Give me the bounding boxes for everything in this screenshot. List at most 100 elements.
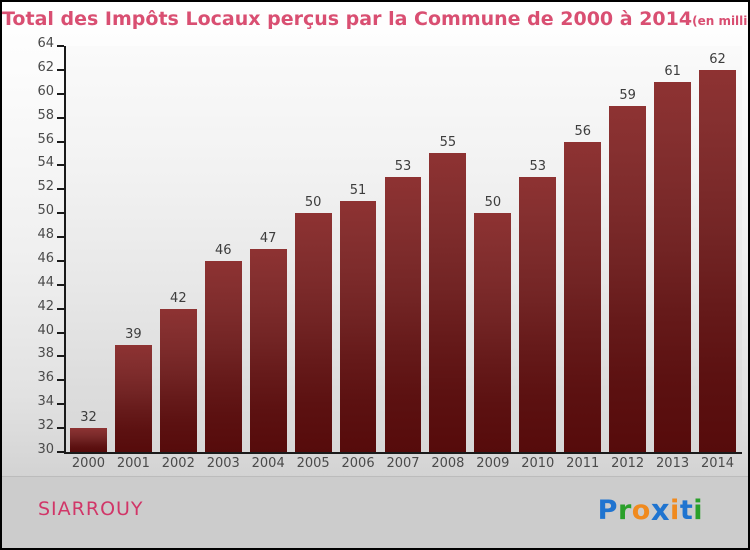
bar[interactable]	[429, 153, 467, 452]
bar[interactable]	[249, 249, 287, 452]
chart-title: Total des Impôts Locaux perçus par la Co…	[2, 8, 693, 30]
y-axis-tick-label: 48	[37, 227, 54, 243]
proxiti-logo[interactable]: Proxiti	[598, 492, 703, 528]
y-axis-tick-label: 64	[37, 36, 54, 51]
x-axis-tick-label: 2004	[251, 456, 285, 471]
y-axis-tick-mark	[57, 188, 64, 191]
x-axis-tick-label: 2003	[206, 456, 240, 471]
bar-slot: 55	[425, 46, 470, 452]
logo-letter: r	[617, 495, 632, 526]
bar[interactable]	[294, 213, 332, 452]
bar-slot: 53	[381, 46, 426, 452]
bar-value-label: 56	[574, 123, 591, 139]
bar-value-label: 42	[170, 290, 187, 306]
bar[interactable]	[204, 260, 242, 452]
bar-slot: 50	[291, 46, 336, 452]
bar-value-label: 55	[439, 135, 457, 151]
x-axis-tick-label: 2013	[656, 456, 690, 471]
y-axis-tick-mark	[57, 68, 64, 71]
y-axis-tick-mark	[57, 212, 64, 215]
bar-value-label: 39	[125, 326, 142, 342]
bar[interactable]	[339, 201, 377, 452]
x-axis-tick-label: 2008	[431, 456, 465, 471]
bar[interactable]	[519, 177, 557, 452]
bar[interactable]	[564, 141, 602, 452]
y-axis-tick-label: 40	[37, 322, 54, 338]
bar-slot: 62	[695, 46, 740, 452]
y-axis-tick-mark	[57, 331, 64, 334]
y-axis-tick-mark	[57, 92, 64, 95]
y-axis-tick-label: 56	[37, 131, 54, 147]
bar[interactable]	[114, 344, 152, 452]
y-axis-tick-label: 50	[37, 203, 54, 219]
x-axis-tick-label: 2000	[71, 456, 105, 471]
y-axis-tick-label: 38	[37, 346, 54, 362]
footer: SIARROUY Proxiti	[2, 476, 748, 548]
y-axis-tick-mark	[57, 259, 64, 262]
bar-slot: 32	[66, 46, 111, 452]
y-axis-tick-label: 36	[37, 370, 54, 386]
bar-value-label: 59	[619, 87, 636, 103]
bar-slot: 53	[515, 46, 560, 452]
chart-title-bar: Total des Impôts Locaux perçus par la Co…	[2, 8, 748, 30]
x-axis-tick-label: 2006	[341, 456, 375, 471]
bar-slot: 59	[605, 46, 650, 452]
bar-series: 32 39 42 46 47 50 51 53 55 50 53 56 59 61 62	[66, 46, 740, 452]
x-axis-tick-label: 2007	[386, 456, 420, 471]
bar-slot: 42	[156, 46, 201, 452]
bar[interactable]	[384, 177, 422, 452]
y-axis-tick-mark	[57, 307, 64, 310]
y-axis-tick-mark	[57, 45, 64, 47]
logo-letter: t	[679, 495, 694, 526]
bar-slot: 47	[246, 46, 291, 452]
bar-slot: 39	[111, 46, 156, 452]
x-axis-tick-label: 2009	[476, 456, 510, 471]
y-axis-tick-label: 30	[37, 442, 54, 457]
y-axis-tick-label: 42	[37, 298, 54, 314]
x-axis-tick-label: 2010	[521, 456, 555, 471]
bar[interactable]	[159, 308, 197, 452]
bar[interactable]	[70, 428, 107, 452]
y-axis-tick-label: 54	[37, 155, 54, 171]
commune-name: SIARROUY	[38, 498, 144, 520]
y-axis-tick-label: 60	[37, 83, 54, 99]
y-axis-tick-label: 34	[37, 394, 54, 410]
bar-value-label: 50	[304, 195, 322, 211]
x-axis-tick-label: 2001	[116, 456, 150, 471]
bar[interactable]	[699, 69, 736, 452]
bar-value-label: 46	[214, 242, 232, 258]
bar-slot: 56	[560, 46, 605, 452]
bar-value-label: 50	[484, 195, 502, 211]
x-axis-tick-label: 2014	[700, 456, 735, 471]
bar-value-label: 47	[259, 231, 277, 246]
y-axis-tick-mark	[57, 355, 64, 358]
logo-letter: x	[650, 493, 671, 527]
y-axis-tick-mark	[57, 140, 64, 143]
logo-letter: i	[670, 495, 680, 526]
y-axis-tick-mark	[57, 236, 64, 239]
bar-slot: 50	[470, 46, 515, 452]
bar-value-label: 62	[709, 51, 726, 67]
y-axis-tick-mark	[57, 164, 64, 167]
y-axis-tick-label: 58	[37, 107, 54, 123]
logo-letter: P	[597, 495, 618, 526]
y-axis-tick-label: 46	[37, 250, 54, 266]
bar[interactable]	[654, 81, 691, 452]
y-axis-tick-mark	[57, 379, 64, 382]
bar[interactable]	[474, 213, 512, 452]
bar-slot: 46	[201, 46, 246, 452]
x-axis-tick-label: 2012	[611, 456, 645, 471]
x-axis: 2000 2001 2002 2003 2004 2005 2006 2007 2008 2009…	[66, 456, 740, 476]
y-axis-tick-label: 62	[37, 59, 54, 75]
bar[interactable]	[609, 105, 647, 452]
y-axis-tick-mark	[57, 283, 64, 286]
y-axis-tick-mark	[57, 427, 64, 430]
logo-letter: o	[631, 495, 651, 526]
y-axis-tick-label: 52	[37, 179, 54, 195]
y-axis-tick-mark	[57, 403, 64, 406]
x-axis-tick-label: 2002	[161, 456, 195, 471]
y-axis-tick-mark	[57, 116, 64, 119]
bar-value-label: 53	[529, 159, 547, 175]
bar-value-label: 61	[664, 63, 681, 79]
